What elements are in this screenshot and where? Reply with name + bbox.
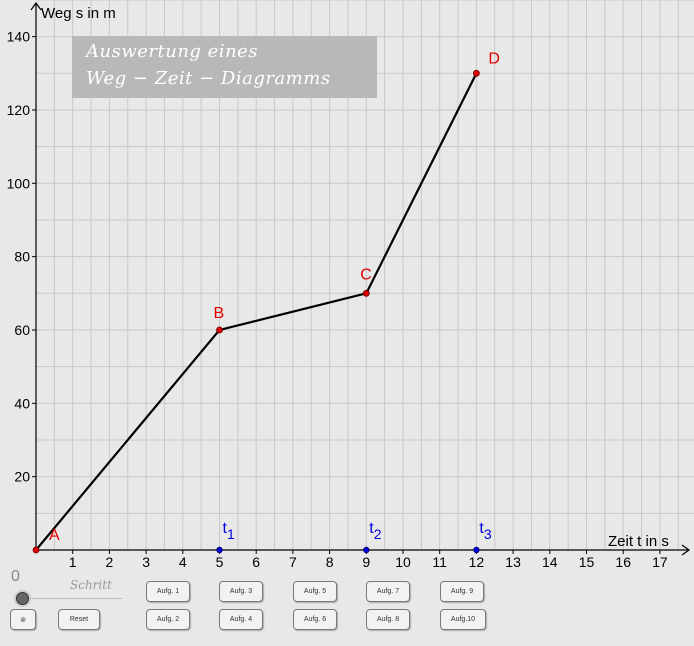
y-axis-arrow: [30, 1, 42, 11]
time-marker-label: t3: [479, 520, 491, 542]
series-polyline: [35, 72, 478, 551]
time-marker-point: [363, 546, 370, 554]
x-tick-label: 15: [579, 554, 595, 570]
x-tick-label: 13: [505, 554, 521, 570]
slider-handle[interactable]: [16, 592, 29, 605]
time-marker-label: t1: [223, 520, 235, 542]
data-point-label: B: [214, 305, 225, 322]
time-marker-subscript: 2: [374, 526, 382, 542]
x-tick-label: 6: [252, 554, 260, 570]
x-tick-label: 10: [395, 554, 411, 570]
aufg-7-button[interactable]: Aufg. 7: [366, 581, 410, 602]
data-point: [32, 546, 40, 554]
time-marker-subscript: 1: [227, 526, 235, 542]
y-tick-label: 40: [14, 395, 30, 411]
slider-track[interactable]: [22, 598, 122, 599]
x-tick-label: 5: [216, 554, 224, 570]
y-axis-label: Weg s in m: [41, 5, 116, 22]
reset-button[interactable]: Reset: [58, 609, 100, 630]
x-tick-label: 12: [469, 554, 485, 570]
y-tick-label: 100: [7, 175, 31, 191]
toggle-button[interactable]: ⊚: [10, 609, 36, 630]
aufg-9-button[interactable]: Aufg. 9: [440, 581, 484, 602]
x-tick-label: 17: [652, 554, 668, 570]
x-tick-label: 16: [615, 554, 631, 570]
data-points: A B C D: [32, 50, 500, 554]
x-tick-label: 7: [289, 554, 297, 570]
x-tick-label: 9: [362, 554, 370, 570]
slider-label: Schritt: [70, 578, 112, 592]
time-marker-subscript: 3: [484, 526, 492, 542]
title-line-1: Auswertung eines: [86, 41, 259, 62]
y-tick-label: 120: [7, 102, 31, 118]
y-tick-label: 140: [7, 29, 31, 45]
aufg-2-button[interactable]: Aufg. 2: [146, 609, 190, 630]
x-axis-label: Zeit t in s: [608, 533, 669, 550]
time-marker-label: t2: [369, 520, 381, 542]
aufg-6-button[interactable]: Aufg. 6: [293, 609, 337, 630]
aufg-3-button[interactable]: Aufg. 3: [219, 581, 263, 602]
time-markers: t1 t2 t3: [216, 520, 492, 554]
aufg-1-button[interactable]: Aufg. 1: [146, 581, 190, 602]
title-line-2: Weg − Zeit − Diagramms: [86, 68, 331, 89]
aufg-8-button[interactable]: Aufg. 8: [366, 609, 410, 630]
data-point: [472, 69, 480, 77]
time-marker-point: [216, 546, 223, 554]
y-tick-label: 20: [14, 469, 30, 485]
aufg-4-button[interactable]: Aufg. 4: [219, 609, 263, 630]
data-point: [216, 326, 223, 334]
x-tick-label: 11: [432, 554, 447, 570]
aufg-10-button[interactable]: Aufg.10: [440, 609, 486, 630]
x-tick-label: 2: [106, 554, 114, 570]
x-tick-label: 4: [179, 554, 187, 570]
axes: [30, 1, 691, 556]
data-point-label: C: [360, 266, 372, 283]
aufg-5-button[interactable]: Aufg. 5: [293, 581, 337, 602]
x-tick-label: 3: [142, 554, 150, 570]
y-tick-label: 60: [14, 322, 30, 338]
x-axis-arrow: [681, 544, 691, 556]
data-point-label: D: [488, 50, 500, 67]
x-tick-label: 1: [69, 554, 77, 570]
x-tick-label: 14: [542, 554, 558, 570]
tick-labels: 1 2 3 4 5 6 7 8 9 10 11 12 13 14 15 16 17204060801001201…: [7, 29, 668, 570]
x-tick-label: 8: [326, 554, 334, 570]
slider-value: 0: [11, 568, 20, 585]
data-point: [362, 289, 370, 297]
series-line: [35, 72, 478, 551]
title-box: Auswertung eines Weg − Zeit − Diagramms: [72, 36, 377, 98]
y-tick-label: 80: [14, 249, 30, 265]
time-marker-point: [473, 546, 480, 554]
data-point-label: A: [49, 527, 60, 544]
